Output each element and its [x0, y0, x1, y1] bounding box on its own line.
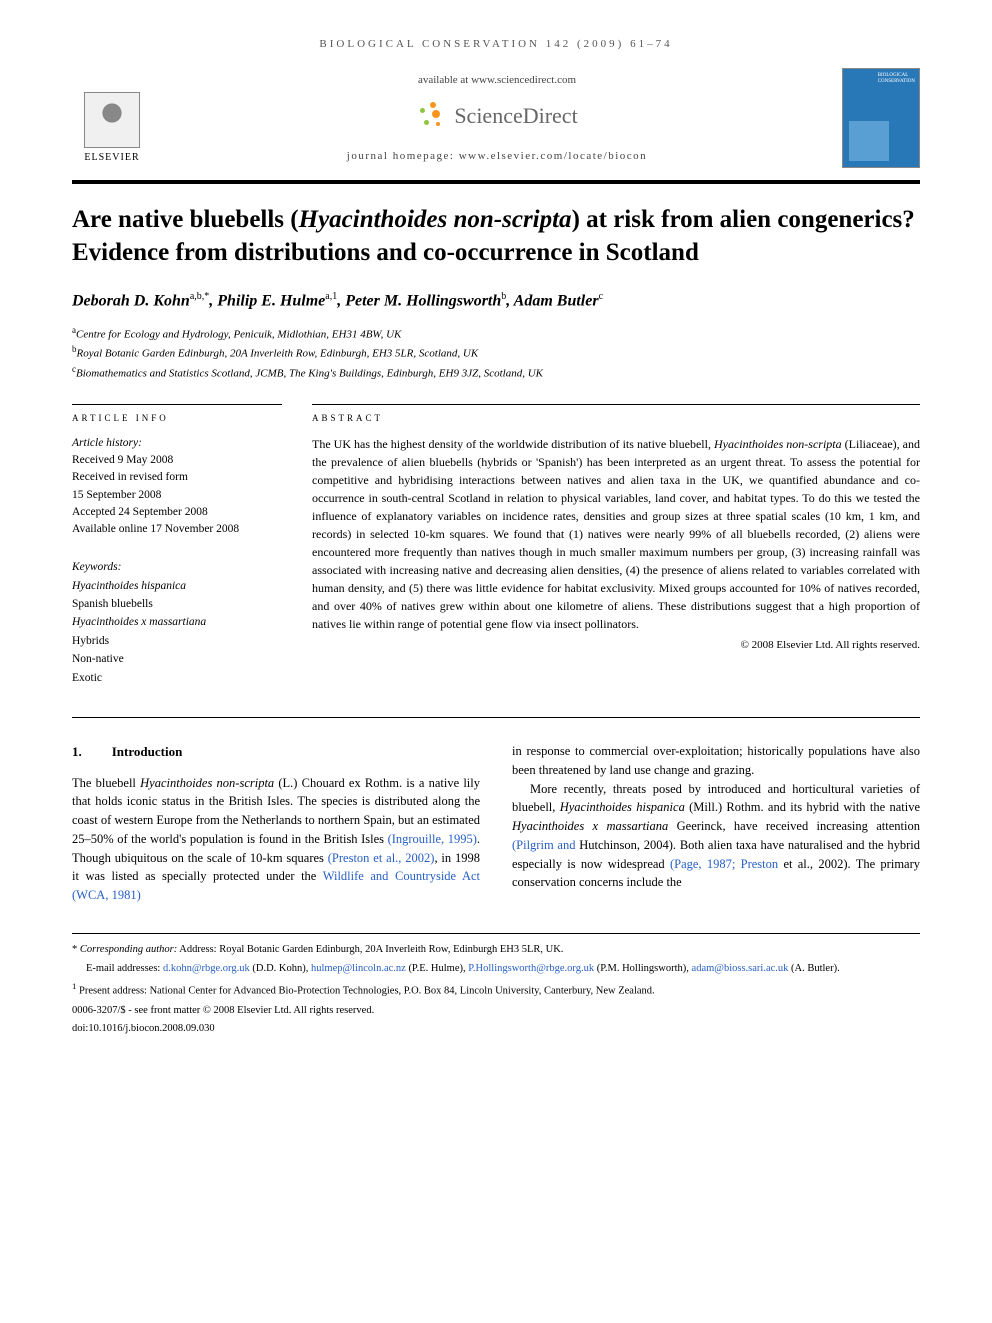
c2-p2c: Geerinck, have received increasing atten… [668, 819, 920, 833]
sd-brand-text: ScienceDirect [454, 103, 577, 129]
copyright: © 2008 Elsevier Ltd. All rights reserved… [312, 639, 920, 651]
authors: Deborah D. Kohna,b,*, Philip E. Hulmea,1… [72, 291, 920, 310]
fn-corr-label: Corresponding author: [80, 944, 177, 955]
abstract-text: The UK has the highest density of the wo… [312, 435, 920, 633]
elsevier-text: ELSEVIER [84, 152, 139, 163]
journal-cover-thumb: BIOLOGICAL CONSERVATION [842, 68, 920, 168]
ref-pilgrim[interactable]: (Pilgrim and [512, 838, 575, 852]
intro-p1: The bluebell Hyacinthoides non-scripta (… [72, 774, 480, 905]
cover-label-1: BIOLOGICAL [878, 73, 909, 78]
section-title: Introduction [112, 744, 183, 759]
footnotes: * Corresponding author: Address: Royal B… [72, 933, 920, 1038]
cover-image-placeholder [849, 121, 889, 161]
masthead: ELSEVIER available at www.sciencedirect.… [72, 68, 920, 184]
right-column: in response to commercial over-exploitat… [512, 742, 920, 905]
email-link[interactable]: d.kohn@rbge.org.uk [163, 963, 250, 974]
left-column: 1. Introduction The bluebell Hyacinthoide… [72, 742, 480, 905]
history-line: Received in revised form [72, 469, 282, 486]
history-label: Article history: [72, 435, 282, 452]
title-part1: Are native bluebells ( [72, 206, 299, 233]
divider [72, 717, 920, 718]
homepage-text: journal homepage: www.elsevier.com/locat… [172, 150, 822, 162]
journal-header: BIOLOGICAL CONSERVATION 142 (2009) 61–74 [72, 38, 920, 50]
affiliations: aCentre for Ecology and Hydrology, Penic… [72, 324, 920, 381]
ref-preston[interactable]: (Preston et al., 2002) [328, 851, 435, 865]
section-num: 1. [72, 744, 82, 759]
fn-corr-text: Address: Royal Botanic Garden Edinburgh,… [177, 944, 563, 955]
email-link[interactable]: P.Hollingsworth@rbge.org.uk [468, 963, 594, 974]
ref-ingrouille[interactable]: (Ingrouille, 1995) [388, 832, 477, 846]
abs-p1b: (Liliaceae), and the prevalence of alien… [312, 437, 920, 631]
fn-present-text: Present address: National Center for Adv… [79, 986, 655, 997]
c1-species1: Hyacinthoides non-scripta [140, 776, 274, 790]
c2-species2: Hyacinthoides x massartiana [512, 819, 668, 833]
keyword-item: Non-native [72, 650, 282, 668]
fn-doi: doi:10.1016/j.biocon.2008.09.030 [72, 1021, 920, 1038]
keyword-item: Hyacinthoides hispanica [72, 577, 282, 595]
keyword-item: Exotic [72, 669, 282, 687]
c1-p1a: The bluebell [72, 776, 140, 790]
fn-star: * [72, 944, 80, 955]
article-info-label: ARTICLE INFO [72, 404, 282, 423]
sd-dots-icon [416, 100, 448, 132]
email-link[interactable]: adam@bioss.sari.ac.uk [692, 963, 789, 974]
fn-corresponding: * Corresponding author: Address: Royal B… [72, 942, 920, 959]
keywords-block: Keywords: Hyacinthoides hispanicaSpanish… [72, 558, 282, 687]
fn-issn: 0006-3207/$ - see front matter © 2008 El… [72, 1003, 920, 1020]
body-columns: 1. Introduction The bluebell Hyacinthoide… [72, 742, 920, 905]
history-line: 15 September 2008 [72, 487, 282, 504]
fn-present-address: 1 Present address: National Center for A… [72, 979, 920, 1000]
elsevier-tree-icon [84, 92, 140, 148]
affiliation-line: aCentre for Ecology and Hydrology, Penic… [72, 324, 920, 343]
email-link[interactable]: hulmep@lincoln.ac.nz [311, 963, 406, 974]
elsevier-logo: ELSEVIER [72, 73, 152, 163]
affiliation-line: cBiomathematics and Statistics Scotland,… [72, 363, 920, 382]
keyword-item: Hybrids [72, 632, 282, 650]
history-line: Available online 17 November 2008 [72, 521, 282, 538]
article-info-column: ARTICLE INFO Article history: Received 9… [72, 404, 282, 687]
c2-p2b: (Mill.) Rothm. and its hybrid with the n… [685, 800, 920, 814]
title-species: Hyacinthoides non-scripta [299, 206, 572, 233]
section-1-heading: 1. Introduction [72, 742, 480, 762]
abs-p1a: The UK has the highest density of the wo… [312, 437, 714, 451]
cover-label-2: CONSERVATION [878, 79, 915, 84]
keyword-item: Spanish bluebells [72, 595, 282, 613]
abstract-column: ABSTRACT The UK has the highest density … [312, 404, 920, 687]
sciencedirect-logo: ScienceDirect [172, 100, 822, 132]
intro-p1-cont: in response to commercial over-exploitat… [512, 742, 920, 780]
history-line: Accepted 24 September 2008 [72, 504, 282, 521]
keywords-label: Keywords: [72, 558, 282, 576]
c2-species1: Hyacinthoides hispanica [560, 800, 685, 814]
abs-species: Hyacinthoides non-scripta [714, 437, 842, 451]
abstract-label: ABSTRACT [312, 404, 920, 423]
history-block: Article history: Received 9 May 2008Rece… [72, 435, 282, 539]
article-title: Are native bluebells (Hyacinthoides non-… [72, 204, 920, 269]
center-info: available at www.sciencedirect.com Scien… [152, 74, 842, 162]
affiliation-line: bRoyal Botanic Garden Edinburgh, 20A Inv… [72, 343, 920, 362]
fn-emails: E-mail addresses: d.kohn@rbge.org.uk (D.… [72, 961, 920, 978]
available-text: available at www.sciencedirect.com [172, 74, 822, 86]
ref-page[interactable]: (Page, 1987; Preston [670, 857, 778, 871]
history-line: Received 9 May 2008 [72, 452, 282, 469]
keyword-item: Hyacinthoides x massartiana [72, 613, 282, 631]
intro-p2: More recently, threats posed by introduc… [512, 780, 920, 893]
